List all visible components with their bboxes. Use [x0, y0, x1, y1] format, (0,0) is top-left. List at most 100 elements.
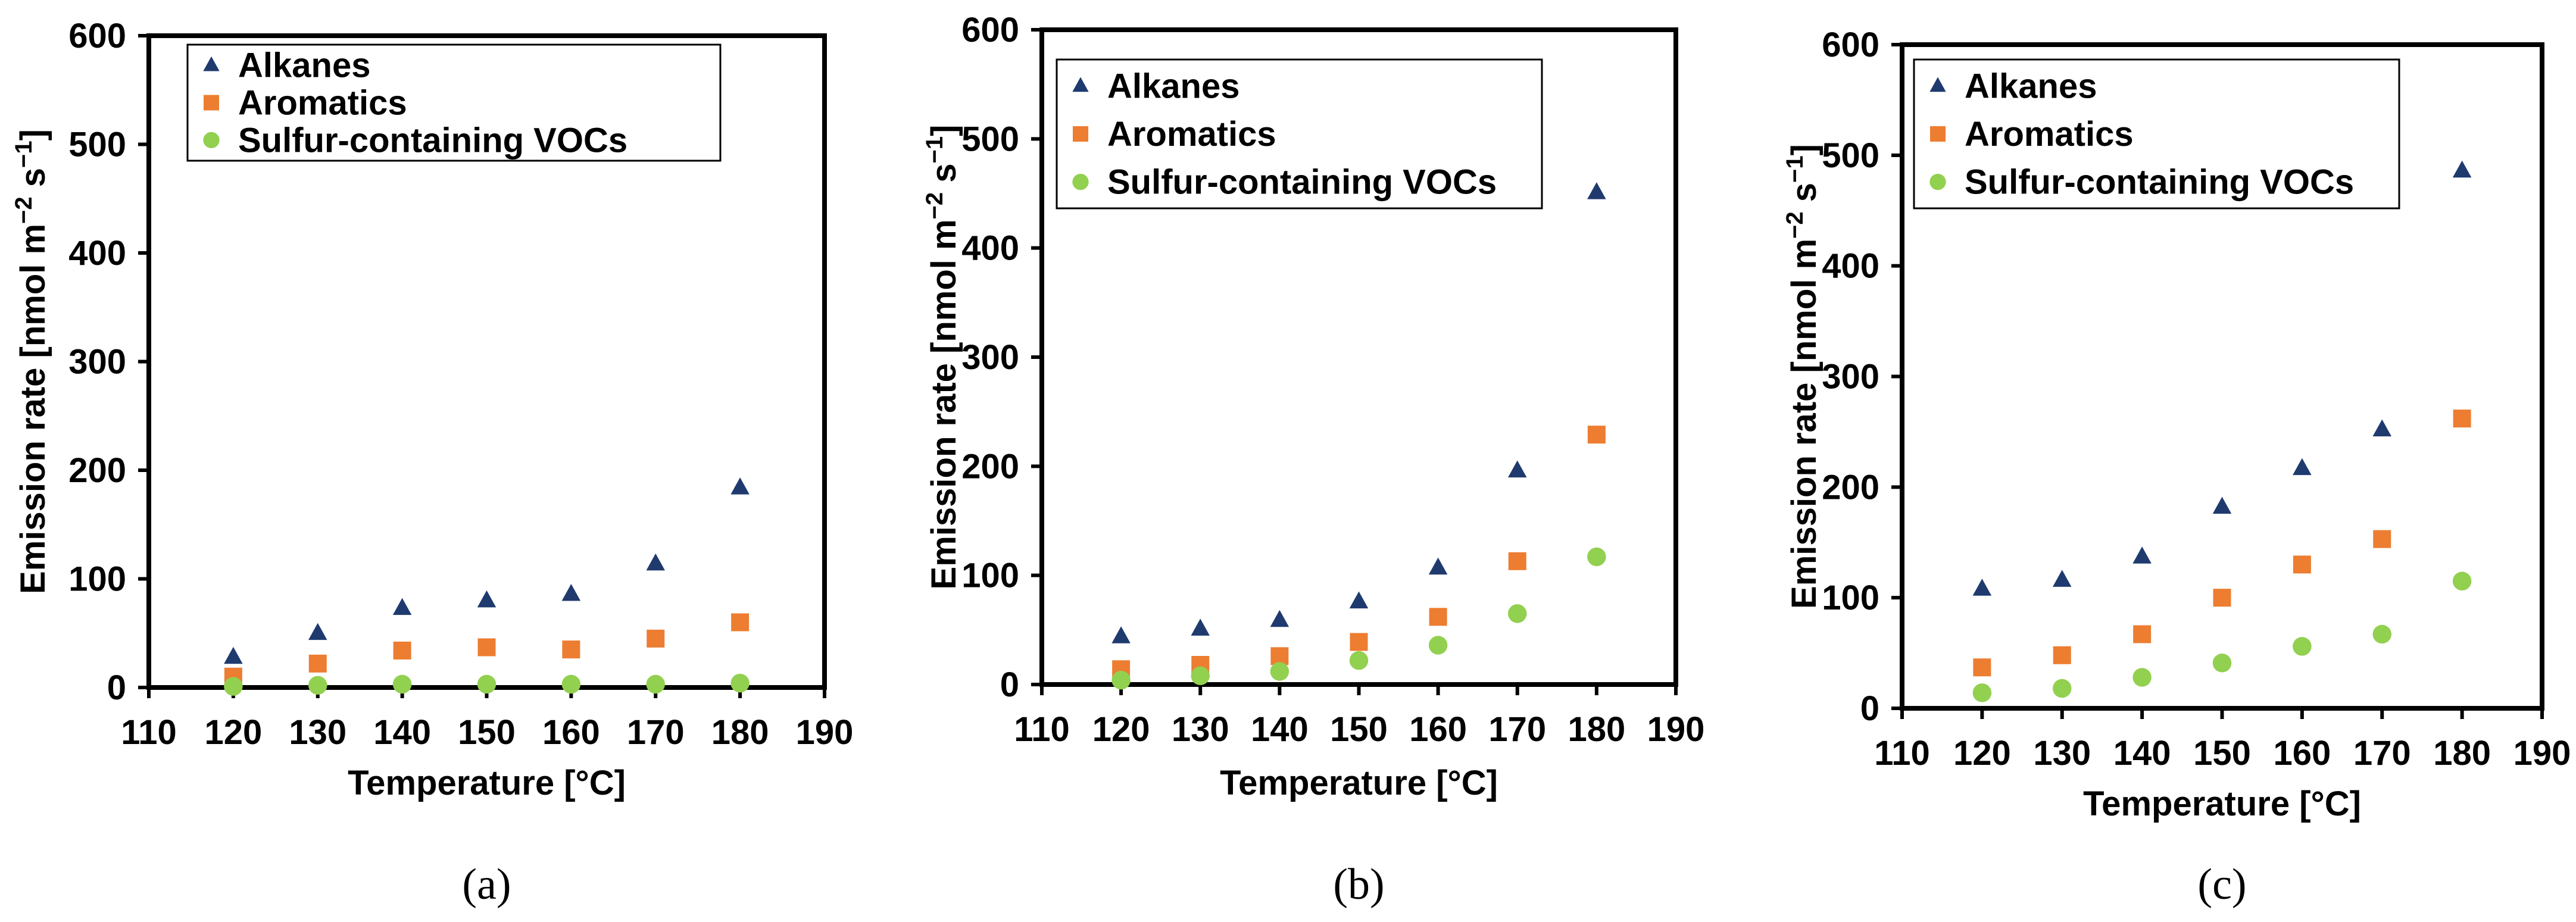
data-point — [224, 677, 243, 696]
data-point — [1429, 608, 1447, 626]
x-tick-label: 170 — [1488, 710, 1546, 749]
data-point — [2372, 419, 2391, 437]
series-sulfur-containing-vocs — [224, 673, 750, 696]
legend-label: Sulfur-containing VOCs — [238, 121, 627, 160]
y-tick-label: 300 — [961, 338, 1019, 377]
legend-label: Sulfur-containing VOCs — [1107, 163, 1497, 202]
series-alkanes — [1972, 160, 2472, 596]
x-tick-label: 130 — [1172, 710, 1229, 749]
x-tick-label: 130 — [289, 713, 346, 752]
data-point — [2133, 625, 2152, 643]
series-aromatics — [1112, 426, 1606, 679]
data-point — [2053, 646, 2071, 664]
data-point — [2452, 160, 2472, 178]
legend-marker — [1929, 77, 1946, 92]
data-point — [646, 553, 665, 571]
data-point — [1587, 426, 1606, 444]
data-point — [1587, 547, 1606, 567]
y-axis-label: Emission rate [nmol m−2 s−1] — [922, 125, 963, 590]
data-point — [730, 477, 750, 495]
legend-marker — [1073, 126, 1088, 142]
data-point — [646, 674, 665, 694]
y-tick-label: 200 — [961, 447, 1019, 486]
data-point — [2053, 679, 2072, 698]
x-tick-label: 130 — [2033, 734, 2091, 773]
data-point — [1270, 662, 1289, 681]
x-tick-label: 150 — [2193, 734, 2251, 773]
x-tick-label: 110 — [121, 713, 177, 752]
y-axis-label-ylabel_mid: s — [1785, 183, 1824, 211]
data-point — [1349, 651, 1369, 670]
x-tick-label: 170 — [2353, 734, 2411, 773]
series-aromatics — [224, 613, 750, 686]
y-tick-label: 600 — [1822, 26, 1879, 64]
x-tick-label: 180 — [1568, 710, 1625, 749]
y-tick-label: 0 — [1000, 665, 1019, 704]
x-tick-label: 150 — [1330, 710, 1388, 749]
y-tick-label: 0 — [1860, 689, 1879, 728]
data-point — [224, 646, 243, 664]
y-tick-label: 100 — [961, 557, 1019, 595]
data-point — [2212, 654, 2232, 673]
legend-marker — [204, 95, 219, 111]
legend-marker — [1072, 77, 1089, 92]
data-point — [1111, 670, 1131, 690]
x-tick-label: 150 — [458, 713, 516, 752]
legend-label: Aromatics — [238, 84, 407, 123]
y-axis-label-ylabel_sup1: −2 — [1782, 211, 1808, 239]
y-tick-label: 600 — [961, 11, 1019, 49]
legend-label: Alkanes — [1965, 67, 2097, 105]
y-axis-label-ylabel_sup2: −1 — [1782, 155, 1808, 183]
x-tick-label: 160 — [1409, 710, 1467, 749]
y-axis-label-ylabel: Emission rate [nmol m — [14, 224, 52, 594]
data-point — [561, 583, 581, 601]
data-point — [1508, 460, 1527, 478]
data-point — [647, 629, 665, 648]
data-point — [2372, 624, 2391, 644]
y-tick-label: 400 — [961, 229, 1019, 268]
data-point — [1508, 552, 1526, 570]
y-tick-label: 500 — [961, 120, 1019, 158]
legend-label: Alkanes — [1107, 67, 1239, 105]
x-tick-label: 140 — [2113, 734, 2171, 773]
data-point — [2053, 570, 2072, 587]
x-tick-label: 160 — [2273, 734, 2331, 773]
data-point — [2132, 668, 2152, 687]
x-axis-label: Temperature [°C] — [2083, 785, 2361, 823]
data-point — [561, 674, 581, 694]
legend-marker — [1929, 173, 1946, 190]
y-axis-label-ylabel_sup2: −1 — [922, 136, 948, 164]
data-point — [1973, 658, 1991, 677]
legend-label: Sulfur-containing VOCs — [1965, 163, 2354, 202]
legend-label: Alkanes — [238, 46, 370, 85]
y-tick-label: 300 — [1822, 358, 1879, 396]
data-point — [1428, 636, 1448, 655]
data-point — [1972, 579, 1992, 596]
data-point — [1349, 591, 1369, 609]
y-axis-label-ylabel: Emission rate [nmol m — [1785, 239, 1824, 609]
legend-marker — [1072, 173, 1089, 190]
y-axis-label-ylabel_end: ] — [1785, 144, 1824, 155]
data-point — [731, 613, 750, 632]
data-point — [1428, 557, 1448, 575]
y-axis-label-ylabel_mid: s — [14, 168, 52, 196]
data-point — [308, 623, 327, 640]
legend-marker — [203, 132, 220, 149]
data-point — [2293, 637, 2312, 656]
y-axis-label: Emission rate [nmol m−2 s−1] — [11, 129, 52, 594]
x-tick-label: 110 — [1874, 734, 1930, 773]
y-tick-label: 400 — [1822, 247, 1879, 286]
y-tick-label: 200 — [68, 451, 126, 490]
data-point — [2373, 530, 2391, 548]
x-axis-label: Temperature [°C] — [1220, 764, 1498, 802]
y-axis-label-ylabel_sup2: −1 — [11, 140, 37, 168]
y-axis-label-ylabel_sup1: −2 — [922, 192, 948, 220]
x-tick-label: 120 — [1953, 734, 2011, 773]
legend-marker — [203, 56, 220, 71]
data-point — [477, 590, 497, 608]
data-point — [2132, 546, 2152, 564]
panel-label: (c) — [2197, 860, 2246, 909]
